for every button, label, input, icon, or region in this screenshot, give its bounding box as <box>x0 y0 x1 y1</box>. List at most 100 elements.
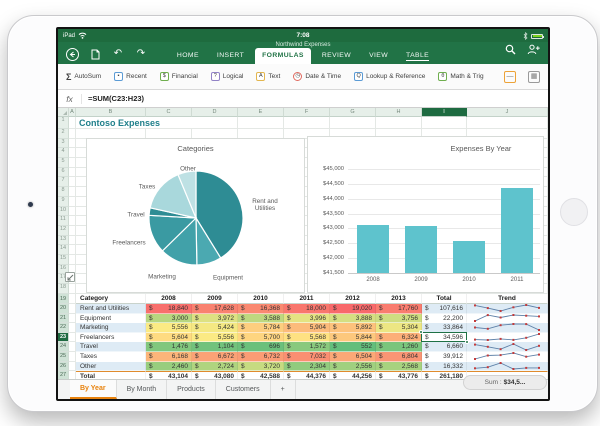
sum-status-pill[interactable]: Sum : $34,5... <box>463 375 547 390</box>
cell-H26[interactable]: $2,568 <box>376 361 422 372</box>
cell-G24[interactable]: $552 <box>330 342 376 352</box>
cell-A18[interactable] <box>69 284 76 294</box>
cell-D27[interactable]: $43,080 <box>192 371 238 379</box>
cell-A2[interactable] <box>69 129 76 139</box>
total-row-label[interactable]: Total <box>76 371 146 379</box>
cell-F27[interactable]: $44,376 <box>284 371 330 379</box>
cell-A26[interactable] <box>69 361 76 372</box>
cell-A14[interactable] <box>69 245 76 255</box>
row-header-24[interactable]: 24 <box>58 342 69 352</box>
column-header-H[interactable]: H <box>376 108 422 117</box>
sheet-tab-by-year[interactable]: By Year <box>70 380 117 399</box>
cell-F23[interactable]: $5,568 <box>284 332 330 343</box>
cell-A8[interactable] <box>69 187 76 197</box>
share-people-button[interactable] <box>527 42 540 60</box>
cell-A21[interactable] <box>69 313 76 324</box>
category-cell[interactable]: Other <box>76 361 146 372</box>
table-header-2008[interactable]: 2008 <box>146 294 192 304</box>
cell-D25[interactable]: $6,672 <box>192 351 238 362</box>
cell-A19[interactable] <box>69 294 76 304</box>
recent-button[interactable]: ▪ Recent <box>114 72 147 81</box>
trend-sparkline-cell[interactable] <box>467 313 548 324</box>
row-header-7[interactable]: 7 <box>58 177 69 188</box>
category-cell[interactable]: Travel <box>76 342 146 352</box>
cell-A15[interactable] <box>69 254 76 265</box>
selection-handle-bottom-right[interactable] <box>465 340 469 345</box>
trend-sparkline-cell[interactable] <box>467 332 548 343</box>
row-header-22[interactable]: 22 <box>58 323 69 333</box>
select-all-corner[interactable] <box>58 108 69 117</box>
row-header-12[interactable]: 12 <box>58 225 69 236</box>
cell-D26[interactable]: $2,724 <box>192 361 238 372</box>
row-header-19[interactable]: 19 <box>58 294 69 304</box>
cell-A22[interactable] <box>69 323 76 333</box>
table-header-2012[interactable]: 2012 <box>330 294 376 304</box>
cell-E23[interactable]: $5,700 <box>238 332 284 343</box>
math-trig-button[interactable]: θ Math & Trig <box>438 72 484 81</box>
expenses-table[interactable]: 19 Category 2008 2009 2010 2011 2012 2013 Total T… <box>58 294 548 379</box>
column-header-A[interactable]: A <box>69 108 76 117</box>
cell-C22[interactable]: $5,556 <box>146 323 192 333</box>
cell-F21[interactable]: $3,996 <box>284 313 330 324</box>
logical-button[interactable]: ? Logical <box>210 72 243 81</box>
cell-G23[interactable]: $5,844 <box>330 332 376 343</box>
ribbon-tab-table[interactable]: TABLE <box>399 48 436 64</box>
ribbon-tab-home[interactable]: HOME <box>170 48 206 64</box>
cell-E21[interactable]: $3,588 <box>238 313 284 324</box>
cell-E27[interactable]: $42,588 <box>238 371 284 379</box>
cell-A9[interactable] <box>69 196 76 207</box>
row-header-20[interactable]: 20 <box>58 304 69 314</box>
cell-H21[interactable]: $3,756 <box>376 313 422 324</box>
table-header-2009[interactable]: 2009 <box>192 294 238 304</box>
cell-A12[interactable] <box>69 225 76 236</box>
ribbon-tab-review[interactable]: REVIEW <box>315 48 358 64</box>
category-cell[interactable]: Freelancers <box>76 332 146 343</box>
cell-D22[interactable]: $5,424 <box>192 323 238 333</box>
cell-J1[interactable] <box>467 117 548 129</box>
formula-bar[interactable]: fx =SUM(C23:H23) <box>58 90 548 108</box>
cell-H27[interactable]: $43,776 <box>376 371 422 379</box>
trend-sparkline-cell[interactable] <box>467 342 548 352</box>
row-header-1[interactable]: 1 <box>58 117 69 129</box>
cell-G26[interactable]: $2,556 <box>330 361 376 372</box>
cell-F26[interactable]: $2,304 <box>284 361 330 372</box>
table-header-2013[interactable]: 2013 <box>376 294 422 304</box>
row-header-13[interactable]: 13 <box>58 235 69 246</box>
ribbon-tab-insert[interactable]: INSERT <box>210 48 251 64</box>
cell-E24[interactable]: $696 <box>238 342 284 352</box>
financial-button[interactable]: $ Financial <box>159 72 198 81</box>
row-header-14[interactable]: 14 <box>58 245 69 255</box>
cell-F1[interactable] <box>284 117 330 129</box>
cell-A24[interactable] <box>69 342 76 352</box>
trend-sparkline-cell[interactable] <box>467 304 548 314</box>
row-header-9[interactable]: 9 <box>58 196 69 207</box>
cell-C24[interactable]: $1,476 <box>146 342 192 352</box>
cell-F24[interactable]: $1,572 <box>284 342 330 352</box>
formula-input[interactable]: =SUM(C23:H23) <box>88 94 145 103</box>
row-header-25[interactable]: 25 <box>58 351 69 362</box>
row-header-10[interactable]: 10 <box>58 206 69 217</box>
row-header-21[interactable]: 21 <box>58 313 69 324</box>
bar-chart-object[interactable]: Expenses By Year $45,000 $44,500 $44,000 $43… <box>307 136 544 293</box>
trend-sparkline-cell[interactable] <box>467 351 548 362</box>
category-cell[interactable]: Rent and Utilities <box>76 304 146 314</box>
row-header-11[interactable]: 11 <box>58 216 69 226</box>
trend-sparkline-cell[interactable] <box>467 323 548 333</box>
cell-I21[interactable]: $22,200 <box>422 313 467 324</box>
cell-I1[interactable] <box>422 117 467 129</box>
date-time-button[interactable]: ◷ Date & Time <box>293 72 341 81</box>
redo-button[interactable]: ↷ <box>136 48 146 59</box>
sheet-tab-customers[interactable]: Customers <box>216 380 271 399</box>
ribbon-tab-formulas[interactable]: FORMULAS <box>255 48 311 64</box>
cell-C20[interactable]: $18,840 <box>146 304 192 314</box>
row-header-23[interactable]: 23 <box>58 332 69 343</box>
cell-E20[interactable]: $16,368 <box>238 304 284 314</box>
column-header-E[interactable]: E <box>238 108 284 117</box>
cell-G21[interactable]: $3,888 <box>330 313 376 324</box>
cell-F22[interactable]: $5,904 <box>284 323 330 333</box>
cell-C26[interactable]: $2,460 <box>146 361 192 372</box>
column-header-G[interactable]: G <box>330 108 376 117</box>
cell-F25[interactable]: $7,032 <box>284 351 330 362</box>
lookup-reference-button[interactable]: Q Lookup & Reference <box>354 72 425 81</box>
cell-H23[interactable]: $6,324 <box>376 332 422 343</box>
